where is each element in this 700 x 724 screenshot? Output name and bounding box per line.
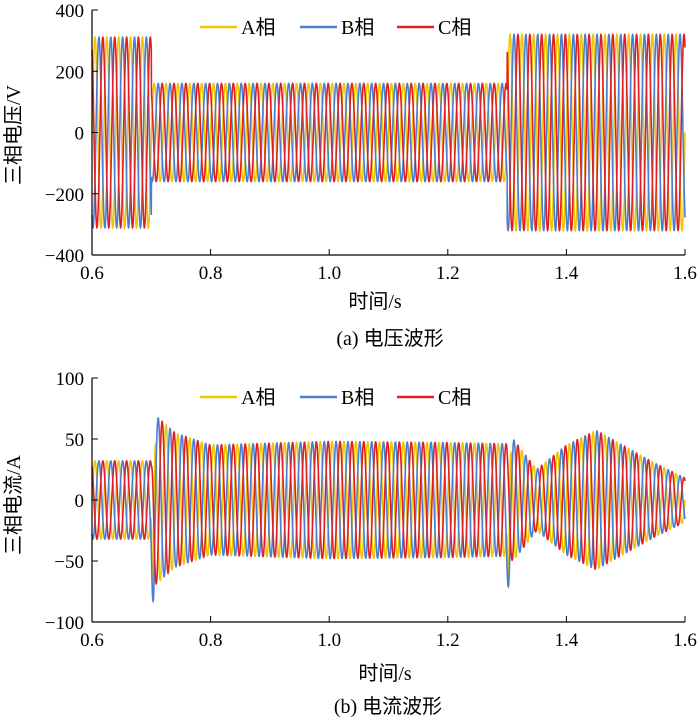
- voltage-plot-area: [91, 32, 686, 233]
- current-x-tick-label: 0.6: [80, 630, 104, 651]
- current-x-axis-label: 时间/s: [358, 662, 412, 685]
- voltage-axes: 0.6 0.8 1.0 1.2 1.4 1.6 400 200 0 −200 −400: [45, 1, 697, 284]
- current-y-tick-label: −50: [54, 552, 84, 573]
- voltage-caption: (a) 电压波形: [336, 327, 443, 350]
- voltage-series-c-line: [91, 33, 686, 232]
- voltage-x-tick-label: 0.8: [199, 263, 223, 284]
- voltage-x-tick-label: 1.4: [555, 263, 579, 284]
- current-y-axis-label: 三相电流/A: [2, 454, 25, 555]
- voltage-legend-label-a: A相: [241, 16, 275, 39]
- current-series-c-line: [91, 420, 686, 586]
- current-y-tick-label: 0: [75, 491, 85, 512]
- voltage-series-b-line: [91, 33, 686, 232]
- voltage-legend-label-b: B相: [341, 16, 374, 39]
- voltage-y-tick-label: 200: [56, 62, 85, 83]
- voltage-x-tick-label: 1.2: [436, 263, 460, 284]
- current-x-tick-label: 1.2: [436, 630, 460, 651]
- current-y-tick-label: 50: [65, 430, 84, 451]
- current-x-tick-label: 1.4: [555, 630, 579, 651]
- current-caption: (b) 电流波形: [334, 695, 442, 718]
- current-chart: 0.6 0.8 1.0 1.2 1.4 1.6 100 50 0 −50 −100 时间/s 三相电…: [2, 369, 697, 718]
- voltage-x-tick-label: 0.6: [80, 263, 104, 284]
- voltage-y-tick-label: −200: [45, 185, 84, 206]
- current-x-tick-label: 1.6: [673, 630, 697, 651]
- voltage-y-axis-label: 三相电压/V: [2, 84, 25, 185]
- voltage-y-tick-label: 0: [75, 124, 85, 145]
- current-legend-label-c: C相: [438, 386, 471, 409]
- voltage-x-axis-label: 时间/s: [348, 290, 402, 313]
- voltage-legend-label-c: C相: [438, 16, 471, 39]
- current-legend: A相 B相 C相: [195, 380, 477, 414]
- current-series-b-line: [91, 417, 686, 604]
- current-y-tick-label: 100: [56, 369, 85, 390]
- voltage-chart: 0.6 0.8 1.0 1.2 1.4 1.6 400 200 0 −200 −400 时间/s 三…: [2, 1, 697, 350]
- voltage-x-tick-label: 1.0: [317, 263, 341, 284]
- current-x-tick-label: 1.0: [317, 630, 341, 651]
- current-legend-label-b: B相: [341, 386, 374, 409]
- current-plot-area: [91, 417, 686, 604]
- voltage-series-a-line: [91, 32, 686, 233]
- voltage-y-tick-label: −400: [45, 246, 84, 267]
- voltage-legend: A相 B相 C相: [195, 10, 477, 44]
- voltage-y-tick-label: 400: [56, 1, 85, 22]
- voltage-x-tick-label: 1.6: [673, 263, 697, 284]
- current-y-tick-label: −100: [45, 613, 84, 634]
- current-x-tick-label: 0.8: [199, 630, 223, 651]
- current-axes: 0.6 0.8 1.0 1.2 1.4 1.6 100 50 0 −50 −100: [45, 369, 697, 651]
- current-legend-label-a: A相: [241, 386, 275, 409]
- current-series-a-line: [91, 423, 686, 602]
